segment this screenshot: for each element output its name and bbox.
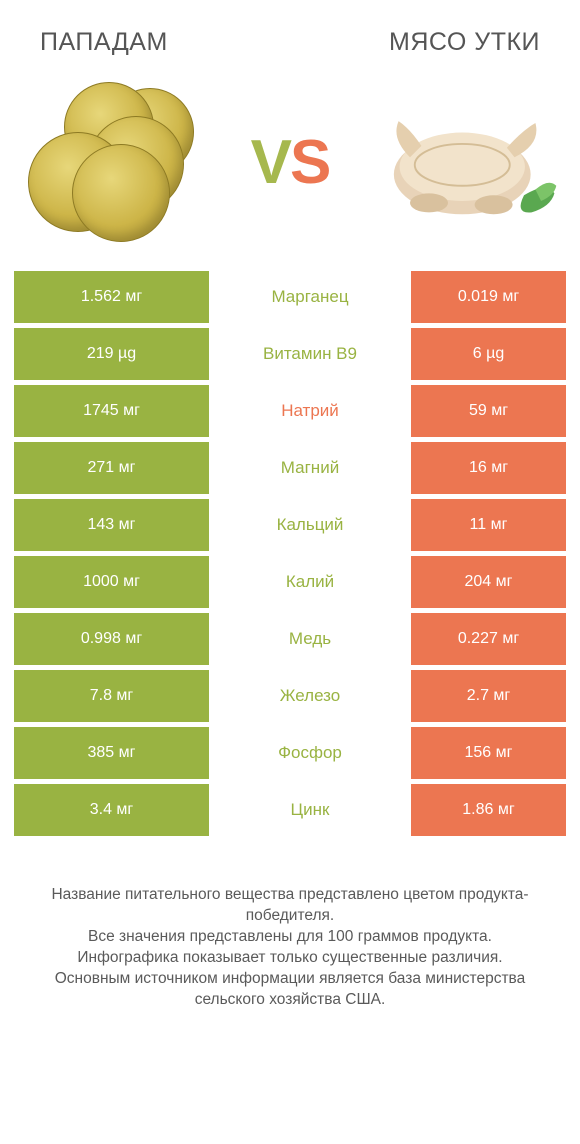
left-value: 385 мг <box>14 727 209 779</box>
left-value: 1.562 мг <box>14 271 209 323</box>
left-value: 7.8 мг <box>14 670 209 722</box>
comparison-row: 143 мгКальций11 мг <box>14 499 566 551</box>
comparison-table: 1.562 мгМарганец0.019 мг219 µgВитамин B9… <box>0 271 580 836</box>
nutrient-label: Марганец <box>209 271 411 323</box>
right-value: 204 мг <box>411 556 566 608</box>
header: ПАПАДАМ МЯСО УТКИ <box>0 0 580 67</box>
comparison-row: 1745 мгНатрий59 мг <box>14 385 566 437</box>
nutrient-label: Магний <box>209 442 411 494</box>
comparison-row: 0.998 мгМедь0.227 мг <box>14 613 566 665</box>
footer-line: Название питательного вещества представл… <box>28 885 552 927</box>
papadam-image <box>18 77 208 247</box>
vs-label: VS <box>251 127 330 198</box>
right-value: 16 мг <box>411 442 566 494</box>
nutrient-label: Кальций <box>209 499 411 551</box>
right-value: 156 мг <box>411 727 566 779</box>
right-value: 59 мг <box>411 385 566 437</box>
comparison-row: 271 мгМагний16 мг <box>14 442 566 494</box>
footer-line: Все значения представлены для 100 граммо… <box>28 927 552 948</box>
left-value: 271 мг <box>14 442 209 494</box>
nutrient-label: Медь <box>209 613 411 665</box>
nutrient-label: Натрий <box>209 385 411 437</box>
right-value: 2.7 мг <box>411 670 566 722</box>
left-value: 219 µg <box>14 328 209 380</box>
nutrient-label: Витамин B9 <box>209 328 411 380</box>
comparison-row: 1000 мгКалий204 мг <box>14 556 566 608</box>
comparison-row: 3.4 мгЦинк1.86 мг <box>14 784 566 836</box>
vs-s: S <box>290 128 329 197</box>
comparison-row: 219 µgВитамин B96 µg <box>14 328 566 380</box>
comparison-row: 385 мгФосфор156 мг <box>14 727 566 779</box>
nutrient-label: Калий <box>209 556 411 608</box>
right-value: 0.227 мг <box>411 613 566 665</box>
left-food-title: ПАПАДАМ <box>40 28 168 57</box>
footer-notes: Название питательного вещества представл… <box>0 841 580 1011</box>
left-value: 0.998 мг <box>14 613 209 665</box>
left-value: 1000 мг <box>14 556 209 608</box>
left-value: 143 мг <box>14 499 209 551</box>
right-value: 6 µg <box>411 328 566 380</box>
footer-line: Основным источником информации является … <box>28 969 552 1011</box>
right-value: 1.86 мг <box>411 784 566 836</box>
right-food-title: МЯСО УТКИ <box>389 28 540 57</box>
hero-row: VS <box>0 67 580 271</box>
right-value: 0.019 мг <box>411 271 566 323</box>
nutrient-label: Цинк <box>209 784 411 836</box>
duck-image <box>372 77 562 247</box>
left-value: 3.4 мг <box>14 784 209 836</box>
footer-line: Инфографика показывает только существенн… <box>28 948 552 969</box>
nutrient-label: Железо <box>209 670 411 722</box>
right-value: 11 мг <box>411 499 566 551</box>
left-value: 1745 мг <box>14 385 209 437</box>
comparison-row: 1.562 мгМарганец0.019 мг <box>14 271 566 323</box>
comparison-row: 7.8 мгЖелезо2.7 мг <box>14 670 566 722</box>
nutrient-label: Фосфор <box>209 727 411 779</box>
vs-v: V <box>251 128 290 197</box>
